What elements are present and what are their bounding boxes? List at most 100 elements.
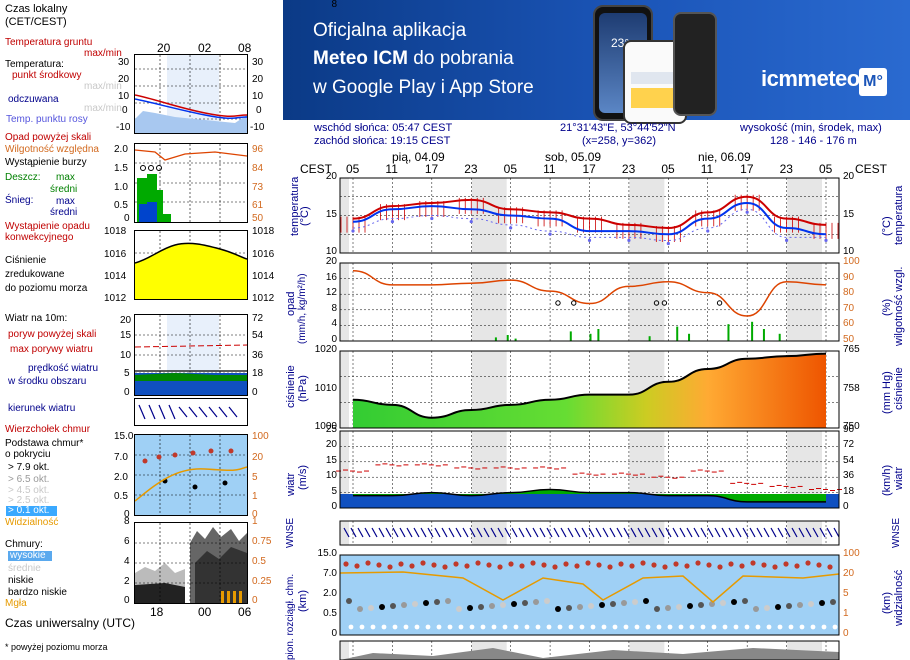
bottom-tick-2: 06 xyxy=(238,605,252,619)
lcl-y0: 8 xyxy=(124,516,130,527)
cloud-base-dot xyxy=(764,605,770,611)
cloud-top-dot xyxy=(739,563,745,569)
cloud-base-dot xyxy=(566,605,572,611)
y-tick-wind-r: 90 xyxy=(843,424,855,435)
low-cloud-dot xyxy=(689,624,695,630)
cloud-base-dot xyxy=(786,603,792,609)
hour-label: 17 xyxy=(424,162,439,176)
cloud-base-dot xyxy=(500,602,506,608)
cloud-top-dot xyxy=(354,563,360,569)
wind-arrow xyxy=(749,527,756,538)
legend-temp-panel xyxy=(134,54,248,134)
legend-temperature: Temperatura: xyxy=(5,59,64,70)
wind-arrow xyxy=(693,527,700,538)
legend-wind-dir: kierunek wiatru xyxy=(8,403,76,414)
cloud-top-dot xyxy=(442,564,448,570)
hour-label: 17 xyxy=(740,162,754,176)
cloud-base-dot xyxy=(401,602,407,608)
legend-temp-chart xyxy=(135,55,247,133)
wind-arrow xyxy=(455,527,462,538)
low-cloud-dot xyxy=(381,624,387,630)
elevation-value: 128 - 146 - 176 m xyxy=(770,135,857,147)
y-tick-cloud-l: 0.5 xyxy=(323,608,337,619)
banner-line1: Oficjalna aplikacja xyxy=(313,20,467,41)
precip-series xyxy=(352,270,827,341)
lt-r3: 0 xyxy=(256,105,262,116)
wind-green-area xyxy=(353,489,826,502)
prec-unit: (mm/h, kg/m²/h) xyxy=(297,273,308,344)
lp-r1: 84 xyxy=(252,163,264,174)
legend-cloud-panel xyxy=(134,434,248,516)
lc-r0: 100 xyxy=(252,431,269,442)
wind-arrow xyxy=(553,527,560,538)
legend-snow: Śnieg: xyxy=(5,195,34,206)
wind-arrow xyxy=(567,527,574,538)
pres-title-r: ciśnienie xyxy=(893,367,905,410)
wind-arrow xyxy=(728,527,735,538)
precip-bar xyxy=(648,336,651,341)
lcl-r2: 0.5 xyxy=(252,556,266,567)
app-banner[interactable]: Oficjalna aplikacja Meteo ICM do pobrani… xyxy=(283,0,910,124)
cloud-base-dot xyxy=(412,601,418,607)
wind-arrow xyxy=(581,527,588,538)
banner-line2: Meteo ICM do pobrania xyxy=(313,48,514,70)
lpr-r0: 1018 xyxy=(252,226,275,237)
temp-line-1 xyxy=(352,201,827,236)
precip-bar xyxy=(778,333,781,341)
sunrise-label: wschód słońca: 05:47 CEST xyxy=(314,122,453,134)
cloud-top-dot xyxy=(530,560,536,566)
cloud-top-dot xyxy=(717,564,723,570)
wind-arrow xyxy=(385,527,392,538)
coords-label: 21°31'43"E, 53°44'52"N xyxy=(560,122,676,134)
wind-arrow xyxy=(784,527,791,538)
wind-arrow xyxy=(546,527,553,538)
lw-y3: 5 xyxy=(124,368,130,379)
lpr-r1: 1016 xyxy=(252,249,275,260)
cloud-top-dot xyxy=(684,563,690,569)
brand-logo: icmmeteo xyxy=(761,66,860,91)
legend-temp-ground: Temperatura gruntu xyxy=(5,37,93,48)
dew-point xyxy=(784,238,789,242)
low-cloud-dot xyxy=(436,624,442,630)
y-tick-wind-r: 72 xyxy=(843,439,855,451)
time-local-label: Czas lokalny xyxy=(5,3,68,15)
panel-frame-pres xyxy=(339,350,840,429)
legend-cloud-base2: o pokryciu xyxy=(5,449,51,460)
precip-bar xyxy=(727,324,730,341)
wind-arrow xyxy=(609,527,616,538)
low-cloud-dot xyxy=(656,624,662,630)
wind-arrow xyxy=(742,527,749,538)
wind-arrow xyxy=(518,527,525,538)
legend-wind-at: Wiatr na 10m: xyxy=(5,313,68,324)
cloud-base-dot xyxy=(588,603,594,609)
lp-y3: 0.5 xyxy=(114,200,128,211)
cloud-unit: (km) xyxy=(297,590,309,612)
y-tick-temp-r: 20 xyxy=(843,171,855,182)
banner-line2-bold: Meteo ICM xyxy=(313,48,408,69)
sunset-label: zachód słońca: 19:15 CEST xyxy=(314,135,451,147)
legend-temp-dew: Temp. punktu rosy xyxy=(6,114,88,125)
y-tick-wind-l: 10 xyxy=(325,470,337,482)
wind-arrow xyxy=(364,527,371,538)
temp-line-0 xyxy=(352,195,827,230)
cloud-base-dot xyxy=(445,598,451,604)
cloud-top-dot xyxy=(376,562,382,568)
dew-point xyxy=(824,238,828,242)
low-cloud-dot xyxy=(634,624,640,630)
y-tick-cloud-l: 2.0 xyxy=(323,588,337,599)
lt-y2: 10 xyxy=(118,91,130,102)
wind-arrow xyxy=(357,527,364,538)
legend-precip-above: Opad powyżej skali xyxy=(5,132,92,143)
hour-label: 05 xyxy=(819,162,833,176)
low-cloud-dot xyxy=(799,624,805,630)
dew-point xyxy=(587,238,592,242)
wind-arrow xyxy=(539,527,546,538)
y-tick-cloud-r: 5 xyxy=(843,588,849,599)
humidity-line xyxy=(352,270,827,317)
low-cloud-dot xyxy=(832,624,838,630)
low-cloud-dot xyxy=(667,624,673,630)
y-tick-prec-r: 70 xyxy=(843,302,855,314)
cloud-top-dot xyxy=(816,562,822,568)
cloud-base-dot xyxy=(533,599,539,605)
legend-gust-above: poryw powyżej skali xyxy=(8,329,97,340)
